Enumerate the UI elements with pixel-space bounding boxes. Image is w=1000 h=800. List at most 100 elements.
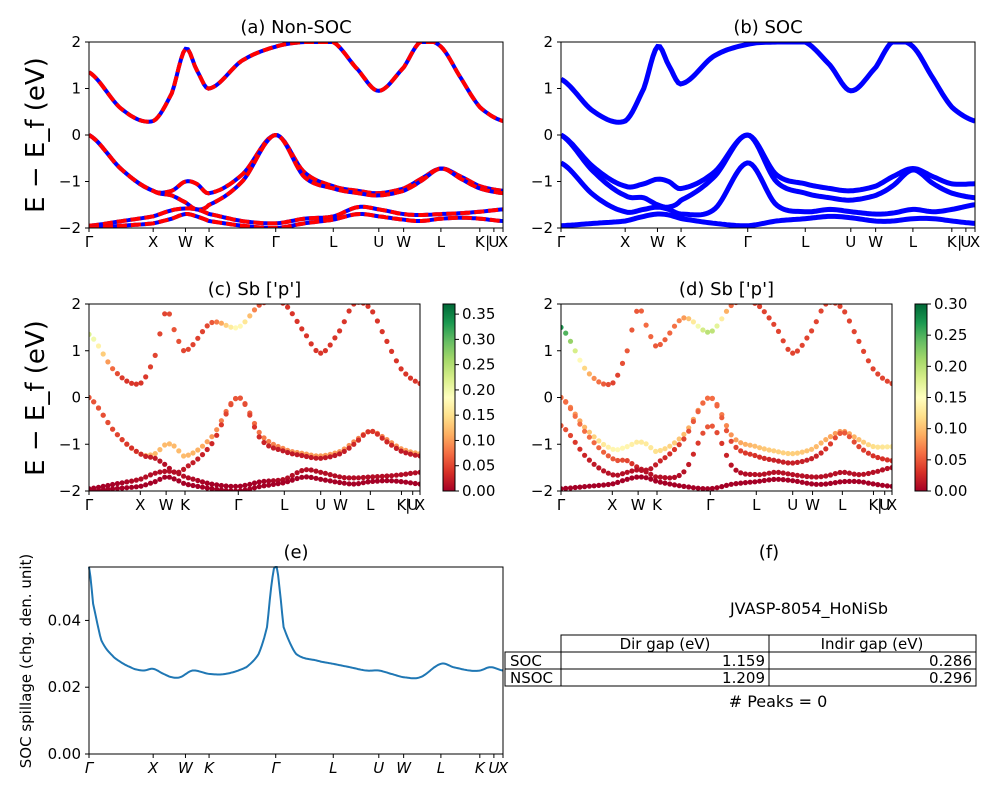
ytick-label: −2 xyxy=(531,219,553,237)
scatter-point xyxy=(861,479,867,485)
scatter-point xyxy=(166,441,172,447)
scatter-point xyxy=(143,374,149,380)
scatter-point xyxy=(657,458,663,464)
scatter-point xyxy=(875,371,881,377)
scatter-point xyxy=(110,486,116,491)
scatter-point xyxy=(638,308,645,314)
scatter-point xyxy=(374,318,380,324)
scatter-point xyxy=(233,483,239,489)
scatter-point xyxy=(884,444,890,450)
scatter-point xyxy=(228,324,234,330)
colorbar-tick-label: 0.25 xyxy=(934,326,967,344)
scatter-point xyxy=(209,441,215,447)
scatter-point xyxy=(775,449,782,455)
scatter-point xyxy=(181,453,187,459)
scatter-point xyxy=(714,323,720,329)
scatter-point xyxy=(728,481,734,487)
scatter-point xyxy=(875,454,881,461)
scatter-point xyxy=(412,480,418,487)
scatter-point xyxy=(747,471,753,477)
colorbar-tick-label: 0.30 xyxy=(462,330,495,348)
xtick-label: L xyxy=(909,233,918,251)
xtick-label: W xyxy=(631,496,646,514)
scatter-point xyxy=(129,445,135,451)
band-line-dash-2 xyxy=(89,132,503,212)
scatter-point xyxy=(162,442,168,448)
scatter-point xyxy=(861,439,867,445)
scatter-point xyxy=(865,470,872,477)
scatter-point xyxy=(761,446,767,452)
scatter-point xyxy=(318,469,324,475)
scatter-point xyxy=(809,446,815,452)
table-header-indir: Indir gap (eV) xyxy=(821,635,924,653)
scatter-point xyxy=(790,350,796,356)
scatter-point xyxy=(738,440,744,446)
scatter-point xyxy=(591,461,597,467)
scatter-point xyxy=(204,439,210,445)
scatter-point xyxy=(634,467,640,473)
panel-e-soc-spillage: (e)0.040.020.00Γ X W K Γ L U W L K UX xyxy=(48,542,509,777)
scatter-point xyxy=(667,475,673,481)
ytick-label: 1 xyxy=(543,342,553,360)
scatter-point xyxy=(407,375,414,381)
scatter-point xyxy=(133,381,139,387)
scatter-point xyxy=(247,486,253,491)
scatter-point xyxy=(596,445,602,451)
xtick-label: Γ xyxy=(557,233,566,251)
scatter-point xyxy=(601,449,607,455)
scatter-point xyxy=(813,453,819,459)
scatter-point xyxy=(256,479,262,485)
scatter-point xyxy=(204,485,210,491)
scatter-point xyxy=(719,415,725,421)
colorbar-d: 0.30 0.25 0.20 0.15 0.10 0.05 0.00 xyxy=(914,295,967,500)
scatter-point xyxy=(251,424,258,430)
ytick-label: −1 xyxy=(59,435,81,453)
colorbar-tick-label: 0.05 xyxy=(934,451,967,469)
ytick-label: 1 xyxy=(543,80,553,98)
scatter-point xyxy=(605,453,611,459)
xtick-label: Γ xyxy=(706,496,715,514)
scatter-point xyxy=(586,371,593,377)
scatter-point xyxy=(676,483,682,489)
scatter-point xyxy=(705,424,711,430)
ytick-label: 0.02 xyxy=(48,678,81,696)
scatter-point xyxy=(809,474,815,480)
panel-title-a: (a) Non-SOC xyxy=(240,17,351,38)
scatter-point xyxy=(105,359,111,365)
scatter-point xyxy=(89,488,92,491)
scatter-point xyxy=(337,479,343,486)
scatter-point xyxy=(242,401,248,407)
plot-frame-b xyxy=(560,41,976,229)
scatter-point xyxy=(889,483,892,489)
xtick-label: | xyxy=(405,496,410,514)
xtick-label: Γ xyxy=(85,233,94,251)
scatter-point xyxy=(714,403,720,409)
scatter-point xyxy=(110,481,116,488)
scatter-point xyxy=(360,480,366,486)
xtick-label: U xyxy=(315,496,326,514)
scatter-point xyxy=(327,478,333,484)
scatter-point xyxy=(190,460,196,466)
scatter-point xyxy=(228,483,234,489)
scatter-point xyxy=(389,442,395,448)
scatter-point xyxy=(341,319,347,325)
scatter-point xyxy=(124,441,130,447)
xtick-label: L xyxy=(838,496,847,514)
scatter-point xyxy=(884,465,890,472)
scatter-point xyxy=(209,434,215,440)
scatter-point xyxy=(790,451,796,457)
ytick-label: 0 xyxy=(71,389,81,407)
scatter-point xyxy=(374,431,380,437)
scatter-point xyxy=(700,486,706,491)
scatter-point xyxy=(403,479,409,485)
scatter-point xyxy=(582,484,588,490)
scatter-point xyxy=(261,478,267,484)
scatter-point xyxy=(738,480,744,486)
xtick-label: W xyxy=(396,233,411,251)
scatter-point xyxy=(723,308,730,314)
scatter-point xyxy=(147,454,154,460)
scatter-point xyxy=(676,436,682,442)
scatter-point xyxy=(337,451,343,457)
scatter-point xyxy=(577,357,583,363)
